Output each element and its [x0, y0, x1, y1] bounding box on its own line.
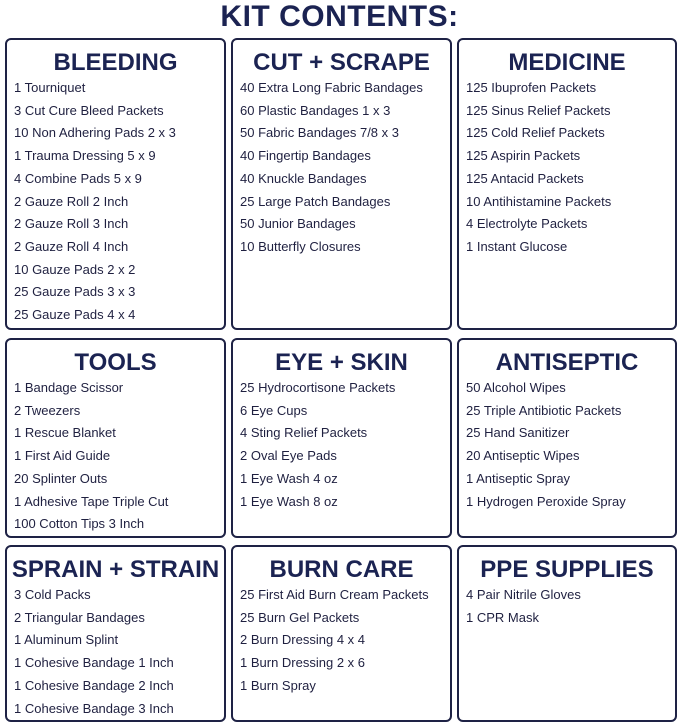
- section-bleeding: BLEEDING 1 Tourniquet 3 Cut Cure Bleed Pac…: [5, 38, 226, 330]
- list-item: 1 CPR Mask: [466, 609, 539, 625]
- section-heading: BURN CARE: [269, 556, 414, 583]
- list-item: 125 Cold Relief Packets: [466, 125, 605, 141]
- list-item: 40 Knuckle Bandages: [240, 170, 367, 186]
- list-item: 25 Large Patch Bandages: [240, 193, 391, 209]
- item-list: 1 Tourniquet 3 Cut Cure Bleed Packets 10 N…: [7, 77, 224, 327]
- list-item: 1 Cohesive Bandage 2 Inch: [14, 677, 174, 693]
- list-item: 10 Antihistamine Packets: [466, 193, 612, 209]
- page-title: KIT CONTENTS:: [220, 0, 459, 33]
- list-item: 2 Burn Dressing 4 x 4: [240, 632, 366, 648]
- section-tools: TOOLS 1 Bandage Scissor 2 Tweezers 1 Rescue…: [5, 338, 226, 538]
- list-item: 10 Butterfly Closures: [240, 238, 361, 254]
- list-item: 1 Hydrogen Peroxide Spray: [466, 493, 626, 509]
- list-item: 2 Triangular Bandages: [14, 609, 145, 625]
- list-item: 1 Instant Glucose: [466, 238, 568, 254]
- list-item: 50 Junior Bandages: [240, 216, 356, 232]
- list-item: 2 Gauze Roll 2 Inch: [14, 193, 129, 209]
- section-heading: ANTISEPTIC: [495, 349, 639, 376]
- list-item: 125 Sinus Relief Packets: [466, 102, 611, 118]
- item-list: 40 Extra Long Fabric Bandages 60 Plastic …: [233, 77, 450, 259]
- section-cut-scrape: CUT + SCRAPE 40 Extra Long Fabric Bandage…: [231, 38, 452, 330]
- list-item: 10 Gauze Pads 2 x 2: [14, 261, 136, 277]
- list-item: 4 Electrolyte Packets: [466, 216, 588, 232]
- list-item: 1 Bandage Scissor: [14, 380, 124, 395]
- section-burn-care: BURN CARE 25 First Aid Burn Cream Packets…: [231, 545, 452, 722]
- list-item: 1 Eye Wash 8 oz: [240, 493, 338, 509]
- list-item: 1 Cohesive Bandage 1 Inch: [14, 655, 174, 671]
- item-list: 4 Pair Nitrile Gloves 1 CPR Mask: [459, 584, 675, 629]
- list-item: 1 Trauma Dressing 5 x 9: [14, 148, 156, 164]
- item-list: 25 First Aid Burn Cream Packets 25 Burn G…: [233, 584, 450, 698]
- section-heading: PPE SUPPLIES: [480, 556, 654, 583]
- list-item: 25 Hand Sanitizer: [466, 425, 570, 441]
- item-list: 25 Hydrocortisone Packets 6 Eye Cups 4 Sti…: [233, 377, 450, 513]
- section-antiseptic: ANTISEPTIC 50 Alcohol Wipes 25 Triple Anti…: [457, 338, 677, 538]
- list-item: 2 Oval Eye Pads: [240, 448, 337, 464]
- item-list: 50 Alcohol Wipes 25 Triple Antibiotic Pac…: [459, 377, 675, 513]
- item-list: 1 Bandage Scissor 2 Tweezers 1 Rescue Blan…: [7, 377, 224, 536]
- list-item: 3 Cut Cure Bleed Packets: [14, 102, 164, 118]
- list-item: 20 Antiseptic Wipes: [466, 448, 580, 464]
- list-item: 25 First Aid Burn Cream Packets: [240, 587, 429, 602]
- list-item: 125 Antacid Packets: [466, 170, 584, 186]
- section-heading: CUT + SCRAPE: [253, 49, 430, 76]
- list-item: 4 Sting Relief Packets: [240, 425, 368, 441]
- list-item: 25 Burn Gel Packets: [240, 609, 360, 625]
- list-item: 125 Ibuprofen Packets: [466, 80, 597, 95]
- section-heading: EYE + SKIN: [275, 349, 408, 376]
- list-item: 1 Antiseptic Spray: [466, 470, 571, 486]
- list-item: 125 Aspirin Packets: [466, 148, 581, 164]
- section-eye-skin: EYE + SKIN 25 Hydrocortisone Packets 6 Eye…: [231, 338, 452, 538]
- list-item: 40 Extra Long Fabric Bandages: [240, 80, 423, 95]
- list-item: 1 Rescue Blanket: [14, 425, 116, 441]
- list-item: 2 Gauze Roll 4 Inch: [14, 238, 129, 254]
- list-item: 1 First Aid Guide: [14, 448, 111, 464]
- section-heading: TOOLS: [74, 349, 157, 376]
- section-heading: MEDICINE: [508, 49, 626, 76]
- item-list: 3 Cold Packs 2 Triangular Bandages 1 Alumi…: [7, 584, 224, 720]
- list-item: 25 Gauze Pads 4 x 4: [14, 307, 136, 323]
- list-item: 25 Triple Antibiotic Packets: [466, 402, 622, 418]
- list-item: 1 Eye Wash 4 oz: [240, 470, 338, 486]
- section-heading: BLEEDING: [53, 49, 178, 76]
- list-item: 100 Cotton Tips 3 Inch: [14, 516, 145, 532]
- list-item: 25 Hydrocortisone Packets: [240, 380, 396, 395]
- list-item: 4 Pair Nitrile Gloves: [466, 587, 581, 602]
- list-item: 2 Tweezers: [14, 402, 81, 418]
- list-item: 1 Burn Dressing 2 x 6: [240, 655, 366, 671]
- list-item: 1 Burn Spray: [240, 677, 316, 693]
- list-item: 1 Adhesive Tape Triple Cut: [14, 493, 169, 509]
- list-item: 50 Fabric Bandages 7/8 x 3: [240, 125, 399, 141]
- list-item: 10 Non Adhering Pads 2 x 3: [14, 125, 176, 141]
- list-item: 60 Plastic Bandages 1 x 3: [240, 102, 391, 118]
- list-item: 6 Eye Cups: [240, 402, 308, 418]
- item-list: 125 Ibuprofen Packets 125 Sinus Relief Pa…: [459, 77, 675, 259]
- section-sprain-strain: SPRAIN + STRAIN 3 Cold Packs 2 Triangular …: [5, 545, 226, 722]
- list-item: 25 Gauze Pads 3 x 3: [14, 284, 136, 300]
- section-ppe-supplies: PPE SUPPLIES 4 Pair Nitrile Gloves 1 CPR M…: [457, 545, 677, 722]
- list-item: 40 Fingertip Bandages: [240, 148, 371, 164]
- list-item: 1 Tourniquet: [14, 80, 86, 95]
- section-heading: SPRAIN + STRAIN: [11, 556, 220, 583]
- list-item: 1 Cohesive Bandage 3 Inch: [14, 700, 174, 716]
- list-item: 2 Gauze Roll 3 Inch: [14, 216, 129, 232]
- list-item: 3 Cold Packs: [14, 587, 91, 602]
- list-item: 20 Splinter Outs: [14, 470, 108, 486]
- section-medicine: MEDICINE 125 Ibuprofen Packets 125 Sinus R…: [457, 38, 677, 330]
- list-item: 4 Combine Pads 5 x 9: [14, 170, 142, 186]
- list-item: 50 Alcohol Wipes: [466, 380, 566, 395]
- list-item: 1 Aluminum Splint: [14, 632, 119, 648]
